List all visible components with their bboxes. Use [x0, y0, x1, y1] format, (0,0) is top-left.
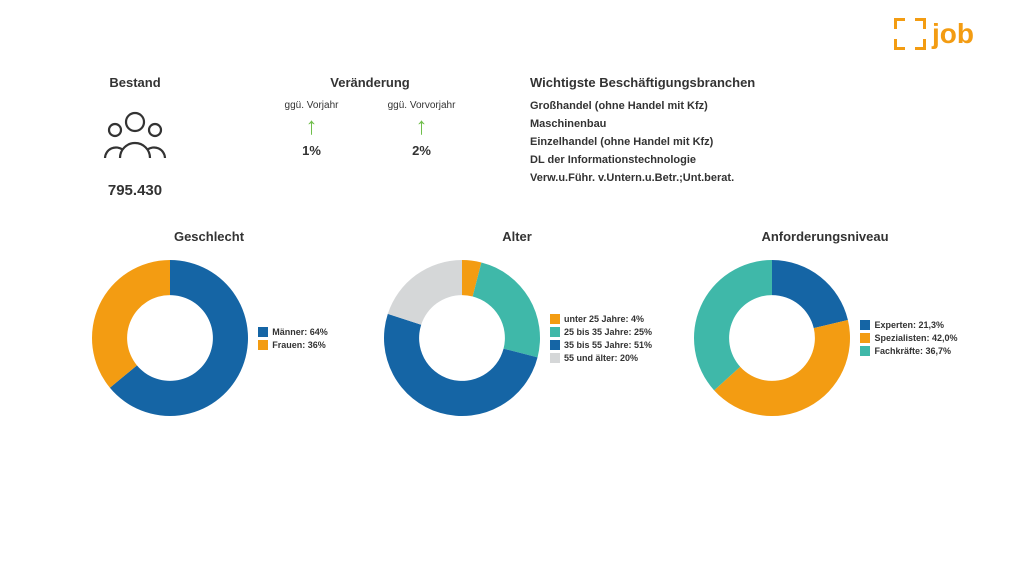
branchen-block: Wichtigste Beschäftigungsbranchen Großha…: [530, 75, 974, 199]
legend-item: Experten: 21,3%: [860, 320, 957, 330]
legend-label: Frauen: 36%: [272, 340, 326, 350]
ver-label: ggü. Vorvorjahr: [388, 100, 456, 111]
donut-slice: [388, 260, 462, 325]
branchen-list: Großhandel (ohne Handel mit Kfz) Maschin…: [530, 100, 974, 184]
legend-item: 55 und älter: 20%: [550, 353, 652, 363]
branchen-title: Wichtigste Beschäftigungsbranchen: [530, 75, 974, 90]
legend-swatch: [550, 353, 560, 363]
legend-swatch: [860, 333, 870, 343]
branchen-item: Verw.u.Führ. v.Untern.u.Betr.;Unt.berat.: [530, 172, 974, 184]
donut-slice: [92, 260, 170, 388]
summary-row: Bestand 795.430 Veränderung ggü. Vorjahr…: [60, 75, 974, 199]
chart-legend: unter 25 Jahre: 4% 25 bis 35 Jahre: 25% 35…: [550, 311, 652, 366]
legend-swatch: [550, 314, 560, 324]
donut-slice: [772, 260, 848, 328]
legend-swatch: [550, 340, 560, 350]
legend-swatch: [258, 327, 268, 337]
legend-label: Männer: 64%: [272, 327, 328, 337]
ver-item: ggü. Vorvorjahr ↑ 2%: [388, 100, 456, 158]
legend-item: Spezialisten: 42,0%: [860, 333, 957, 343]
chart-title: Anforderungsniveau: [676, 229, 974, 244]
legend-swatch: [860, 346, 870, 356]
legend-label: Experten: 21,3%: [874, 320, 944, 330]
legend-item: Männer: 64%: [258, 327, 328, 337]
ver-pct: 2%: [388, 143, 456, 158]
legend-label: unter 25 Jahre: 4%: [564, 314, 644, 324]
legend-label: Spezialisten: 42,0%: [874, 333, 957, 343]
arrow-up-icon: ↑: [285, 115, 339, 139]
legend-label: 55 und älter: 20%: [564, 353, 638, 363]
legend-label: Fachkräfte: 36,7%: [874, 346, 951, 356]
chart-alter: Alter unter 25 Jahre: 4% 25 bis 35 Jahre:…: [368, 229, 666, 418]
legend-item: Frauen: 36%: [258, 340, 328, 350]
donut-slice: [473, 262, 540, 357]
chart-title: Alter: [368, 229, 666, 244]
donut-chart: [382, 258, 542, 418]
chart-legend: Experten: 21,3% Spezialisten: 42,0% Fachkr…: [860, 317, 957, 359]
logo: job: [894, 18, 974, 50]
ver-label: ggü. Vorjahr: [285, 100, 339, 111]
legend-swatch: [550, 327, 560, 337]
legend-label: 35 bis 55 Jahre: 51%: [564, 340, 652, 350]
ver-item: ggü. Vorjahr ↑ 1%: [285, 100, 339, 158]
donut-chart: [692, 258, 852, 418]
chart-anforderung: Anforderungsniveau Experten: 21,3% Spezia…: [676, 229, 974, 418]
expand-icon: [894, 18, 926, 50]
chart-geschlecht: Geschlecht Männer: 64% Frauen: 36%: [60, 229, 358, 418]
legend-item: 35 bis 55 Jahre: 51%: [550, 340, 652, 350]
bestand-title: Bestand: [60, 75, 210, 90]
donut-chart: [90, 258, 250, 418]
ver-pct: 1%: [285, 143, 339, 158]
legend-label: 25 bis 35 Jahre: 25%: [564, 327, 652, 337]
legend-item: Fachkräfte: 36,7%: [860, 346, 957, 356]
legend-item: 25 bis 35 Jahre: 25%: [550, 327, 652, 337]
branchen-item: DL der Informationstechnologie: [530, 154, 974, 166]
people-icon: [100, 108, 170, 163]
legend-swatch: [258, 340, 268, 350]
chart-legend: Männer: 64% Frauen: 36%: [258, 324, 328, 353]
logo-text: job: [932, 18, 974, 50]
bestand-block: Bestand 795.430: [60, 75, 210, 199]
branchen-item: Großhandel (ohne Handel mit Kfz): [530, 100, 974, 112]
veraenderung-block: Veränderung ggü. Vorjahr ↑ 1% ggü. Vorvo…: [260, 75, 480, 199]
arrow-up-icon: ↑: [388, 115, 456, 139]
donut-slice: [694, 260, 772, 390]
branchen-item: Maschinenbau: [530, 118, 974, 130]
legend-item: unter 25 Jahre: 4%: [550, 314, 652, 324]
veraenderung-title: Veränderung: [260, 75, 480, 90]
branchen-item: Einzelhandel (ohne Handel mit Kfz): [530, 136, 974, 148]
legend-swatch: [860, 320, 870, 330]
charts-row: Geschlecht Männer: 64% Frauen: 36% Alter …: [60, 229, 974, 418]
bestand-value: 795.430: [60, 182, 210, 199]
chart-title: Geschlecht: [60, 229, 358, 244]
